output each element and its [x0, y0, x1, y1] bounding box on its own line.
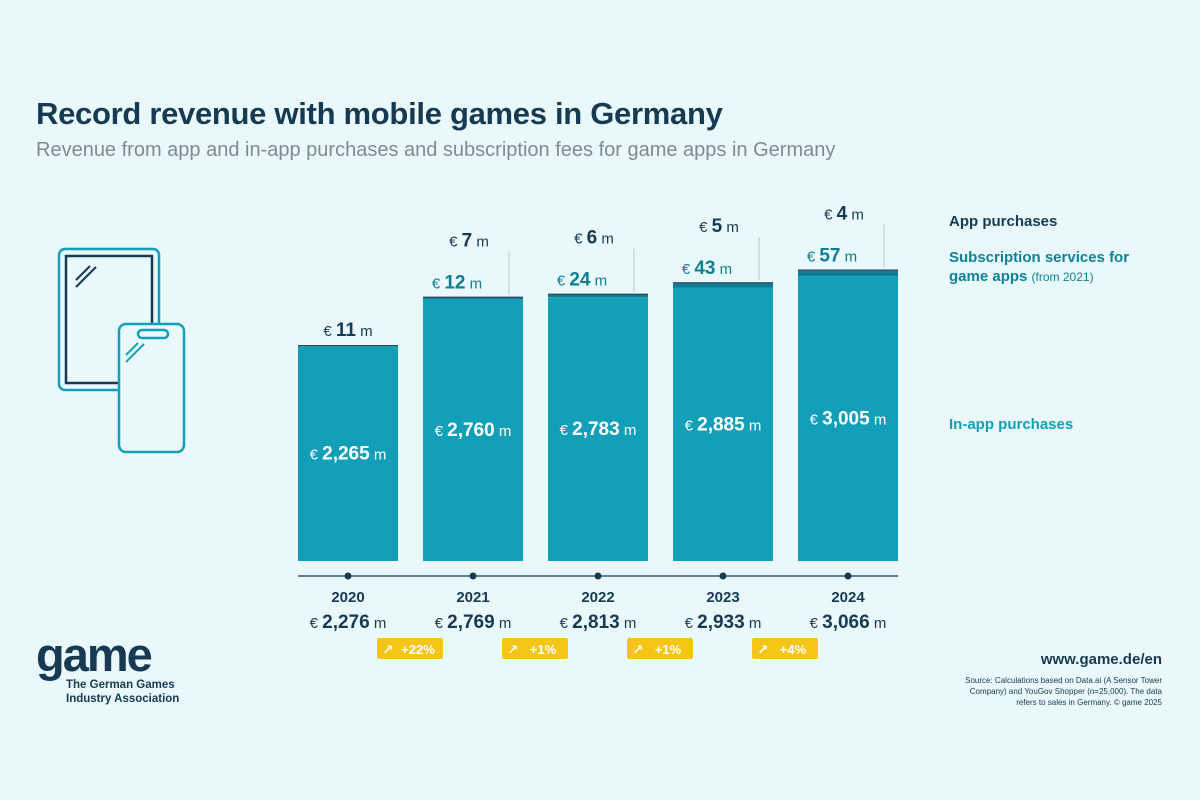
legend-in-app: In-app purchases [949, 416, 1074, 433]
growth-badge-bg [752, 638, 818, 659]
phone-icon [117, 322, 186, 454]
year-label-2020: 2020 [331, 589, 364, 606]
growth-label: +1% [655, 642, 682, 657]
bar-app-purchases-2024 [798, 269, 898, 271]
source-line: Source: Calculations based on Data.ai (A… [965, 676, 1162, 685]
legend-app-purchases: App purchases [949, 213, 1058, 230]
label-subscription-2021: € 12 m [432, 273, 482, 294]
bar-app-purchases-2020 [298, 345, 398, 347]
game-logo: game The German Games Industry Associati… [36, 628, 180, 706]
growth-badge-bg [502, 638, 568, 659]
bar-subscription-2023 [673, 283, 773, 288]
label-subscription-2024: € 57 m [807, 246, 857, 267]
bar-in-app-2022 [548, 297, 648, 561]
phone-glare [125, 343, 145, 363]
label-in-app-2023: € 2,885 m [685, 414, 762, 435]
bar-app-purchases-2022 [548, 293, 648, 295]
total-label-2020: € 2,276 m [310, 612, 387, 633]
bar-app-purchases-2021 [423, 296, 523, 298]
chart-subtitle: Revenue from app and in-app purchases an… [36, 139, 836, 161]
growth-label: +4% [780, 642, 807, 657]
growth-arrow-icon: ↗ [633, 643, 644, 658]
growth-arrow-icon: ↗ [758, 643, 769, 658]
year-label-2023: 2023 [706, 589, 739, 606]
source-note: Source: Calculations based on Data.ai (A… [922, 675, 1162, 708]
legend-subscription-line2: game apps [949, 268, 1028, 285]
growth-label: +22% [401, 642, 435, 657]
bar-in-app-2021 [423, 299, 523, 561]
bar-app-purchases-2023 [673, 282, 773, 284]
tablet-icon [57, 247, 161, 392]
year-label-2021: 2021 [456, 589, 489, 606]
year-label-2022: 2022 [581, 589, 614, 606]
growth-arrow-icon: ↗ [508, 643, 519, 658]
growth-badge-2: ↗ +1% [502, 638, 568, 659]
bar-in-app-2023 [673, 287, 773, 561]
growth-badge-3: ↗ +1% [627, 638, 693, 659]
phone-glare [125, 342, 139, 356]
devices-illustration [57, 247, 186, 454]
bar-in-app-2020 [298, 346, 398, 561]
year-label-2024: 2024 [831, 589, 865, 606]
total-label-2021: € 2,769 m [435, 612, 512, 633]
growth-badge-bg [377, 638, 443, 659]
bar-subscription-2024 [798, 270, 898, 277]
tablet-glare [75, 266, 97, 288]
legend-subscription: Subscription services for game apps (fro… [949, 248, 1129, 287]
label-subscription-2022: € 24 m [557, 270, 607, 291]
growth-label: +1% [530, 642, 557, 657]
growth-arrow-icon: ↗ [383, 643, 394, 658]
label-app-purchases-2022: € 6 m [574, 228, 614, 249]
tablet-screen [64, 254, 154, 385]
bar-subscription-2022 [548, 294, 648, 298]
source-line: Company) and YouGov Shopper (n=25,000). … [969, 687, 1162, 696]
growth-badge-1: ↗ +22% [377, 638, 443, 659]
legend-subscription-line1: Subscription services for [949, 249, 1130, 266]
legend-subscription-note: (from 2021) [1031, 270, 1094, 284]
bar-in-app-2024 [798, 276, 898, 561]
bar-subscription-2021 [423, 297, 523, 300]
label-app-purchases-2024: € 4 m [824, 204, 864, 225]
logo-tagline-2: Industry Association [66, 693, 180, 705]
total-label-2024: € 3,066 m [810, 612, 887, 633]
label-in-app-2021: € 2,760 m [435, 420, 512, 441]
label-in-app-2022: € 2,783 m [560, 419, 637, 440]
growth-badge-4: ↗ +4% [752, 638, 818, 659]
chart-title: Record revenue with mobile games in Germ… [36, 96, 723, 131]
source-line: refers to sales in Germany. © game 2025 [1016, 698, 1162, 707]
label-app-purchases-2020: € 11 m [323, 320, 372, 341]
total-label-2022: € 2,813 m [560, 612, 637, 633]
total-label-2023: € 2,933 m [685, 612, 762, 633]
growth-badge-bg [627, 638, 693, 659]
tablet-glare [75, 265, 91, 281]
label-subscription-2023: € 43 m [682, 258, 732, 279]
label-in-app-2020: € 2,265 m [310, 444, 387, 465]
label-in-app-2024: € 3,005 m [810, 409, 887, 430]
label-app-purchases-2023: € 5 m [699, 216, 739, 237]
phone-speaker [136, 328, 170, 340]
website-link[interactable]: www.game.de/en [1040, 651, 1162, 668]
label-app-purchases-2021: € 7 m [449, 231, 489, 252]
logo-word: game [36, 628, 153, 681]
logo-tagline-1: The German Games [66, 679, 175, 691]
